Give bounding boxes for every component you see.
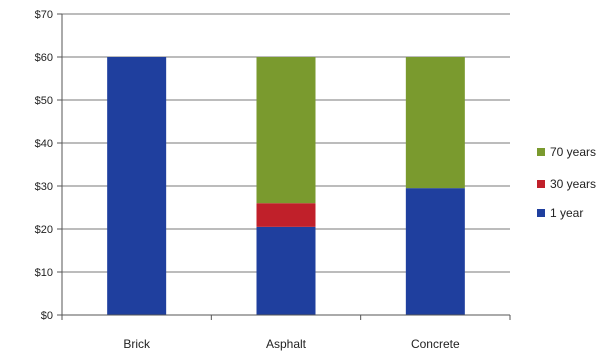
legend-label: 1 year <box>550 206 583 220</box>
y-tick-label: $30 <box>35 181 53 193</box>
bar-segment-asphalt-70-years <box>256 57 316 204</box>
legend-swatch <box>537 180 545 188</box>
y-axis-ticks: $0 $10 $20 $30 $40 $50 $60 $70 <box>35 9 62 322</box>
legend-swatch <box>537 209 545 217</box>
y-tick-label: $70 <box>35 9 53 21</box>
legend-swatch <box>537 148 545 156</box>
x-tick-label: Concrete <box>411 337 460 351</box>
x-axis-labels: Brick Asphalt Concrete <box>61 315 511 351</box>
x-tick-label: Brick <box>123 337 151 351</box>
y-tick-label: $50 <box>35 95 53 107</box>
y-tick-label: $40 <box>35 138 53 150</box>
legend-label: 70 years <box>550 145 596 159</box>
bar-segment-brick-1-year <box>107 57 167 315</box>
bar-segment-asphalt-1-year <box>256 226 316 315</box>
bars <box>107 57 465 315</box>
y-tick-label: $10 <box>35 267 53 279</box>
x-tick-label: Asphalt <box>266 337 307 351</box>
bar-segment-concrete-1-year <box>405 188 465 315</box>
bar-segment-asphalt-30-years <box>256 203 316 227</box>
legend: 70 years 30 years 1 year <box>537 145 596 220</box>
bar-segment-concrete-70-years <box>405 57 465 189</box>
y-tick-label: $0 <box>41 310 53 322</box>
legend-label: 30 years <box>550 177 596 191</box>
y-tick-label: $60 <box>35 52 53 64</box>
y-tick-label: $20 <box>35 224 53 236</box>
axes <box>61 14 510 316</box>
